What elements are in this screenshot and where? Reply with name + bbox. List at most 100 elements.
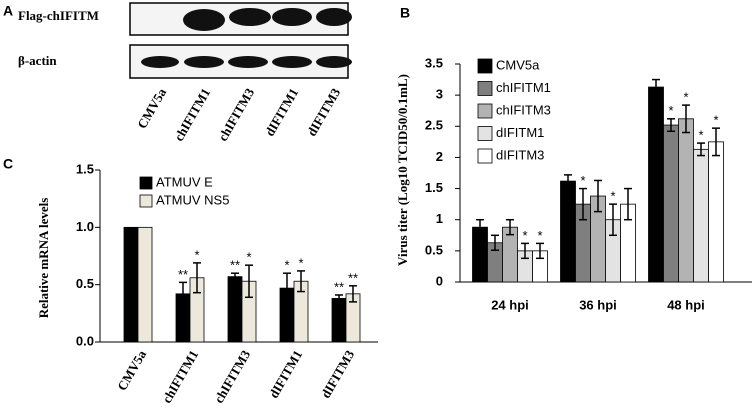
error-bar <box>564 174 572 189</box>
legend-label: dIFITM3 <box>496 147 544 162</box>
legend-swatch <box>139 194 153 208</box>
error-bar <box>506 218 514 236</box>
y-tick-label: 1 <box>436 211 443 226</box>
bar <box>708 141 724 283</box>
band <box>228 56 268 68</box>
band <box>272 8 312 26</box>
x-tick-label: dIFITM3 <box>318 347 358 401</box>
x-tick-label: dIFITM1 <box>266 347 305 400</box>
y-tick-label: 1.5 <box>425 180 443 195</box>
bar <box>123 226 139 343</box>
x-tick-label: chIFITM3 <box>211 347 253 406</box>
x-tick-label: 36 hpi <box>579 297 617 312</box>
bar <box>648 86 664 283</box>
panel-label: B <box>400 5 410 21</box>
significance: * <box>284 258 289 273</box>
band <box>316 8 352 26</box>
error-bar <box>231 272 239 281</box>
row-label: Flag-chIFITM <box>18 8 99 23</box>
x-tick-label: 24 hpi <box>491 297 529 312</box>
lane-label: CMV5a <box>134 85 169 131</box>
lane-label: dIFITM1 <box>262 85 301 138</box>
y-tick-label: 1.5 <box>76 161 94 176</box>
error-bar <box>491 234 499 251</box>
error-bar <box>297 270 305 293</box>
error-bar <box>521 242 529 260</box>
legend-label: CMV5a <box>496 57 540 72</box>
error-bar <box>476 218 484 236</box>
significance: * <box>298 255 303 270</box>
error-bar <box>245 264 253 299</box>
error-bar <box>609 203 617 237</box>
bar <box>227 276 243 343</box>
lane-label: dIFITM3 <box>304 85 344 139</box>
legend-label: chIFITM3 <box>496 102 551 117</box>
error-bar <box>193 262 201 294</box>
significance: ** <box>178 267 188 282</box>
y-tick-label: 2.5 <box>425 118 443 133</box>
significance: * <box>713 113 718 128</box>
error-bar <box>536 242 544 260</box>
lane-label: chIFITM3 <box>215 85 257 144</box>
band <box>141 56 179 68</box>
y-tick-label: 0.5 <box>425 242 443 257</box>
legend-swatch <box>477 81 493 96</box>
legend-swatch <box>477 126 493 141</box>
y-tick-label: 3 <box>436 87 443 102</box>
error-bar <box>697 142 705 157</box>
y-tick-label: 0 <box>436 273 443 288</box>
error-bar <box>624 187 632 221</box>
legend-label: dIFITM1 <box>496 125 544 140</box>
significance: * <box>580 173 585 188</box>
legend-swatch <box>477 103 493 119</box>
y-tick-label: 0.5 <box>76 276 94 291</box>
legend-swatch <box>139 176 153 190</box>
significance: * <box>194 247 199 262</box>
panel-label: C <box>3 156 13 172</box>
band <box>183 9 225 31</box>
legend-swatch <box>477 148 493 164</box>
legend-label: chIFITM1 <box>496 80 551 95</box>
error-bar <box>335 294 343 303</box>
error-bar <box>667 118 675 133</box>
error-bar <box>594 179 602 213</box>
bar <box>560 180 576 283</box>
error-bar <box>179 281 187 307</box>
y-axis-label: Relative mRNA levels <box>36 198 51 319</box>
error-bar <box>712 127 720 157</box>
significance: ** <box>348 270 358 285</box>
bar <box>678 118 694 283</box>
band <box>272 56 312 68</box>
legend-label: ATMUV E <box>156 174 213 189</box>
significance: * <box>246 250 251 265</box>
significance: * <box>668 103 673 118</box>
bar <box>663 124 679 283</box>
blot-bands <box>141 8 352 68</box>
significance: ** <box>230 258 240 273</box>
error-bar <box>283 272 291 304</box>
y-tick-label: 1.0 <box>76 219 94 234</box>
y-tick-label: 3.5 <box>425 55 443 70</box>
x-tick-label: CMV5a <box>114 347 149 393</box>
significance: ** <box>334 279 344 294</box>
significance: * <box>537 228 542 243</box>
error-bar <box>579 187 587 221</box>
legend-swatch <box>477 58 493 74</box>
x-tick-label: 48 hpi <box>667 297 705 312</box>
error-bar <box>652 78 660 96</box>
band <box>229 8 271 26</box>
bar <box>693 148 709 283</box>
panel-label: A <box>3 3 13 19</box>
lane-label: chIFITM1 <box>171 85 213 143</box>
y-tick-label: 2 <box>436 149 443 164</box>
y-tick-label: 0.0 <box>76 333 94 348</box>
error-bar <box>349 285 357 303</box>
x-tick-label: chIFITM1 <box>159 347 201 405</box>
band <box>316 56 352 68</box>
bar <box>331 298 347 343</box>
error-bar <box>682 104 690 134</box>
significance: * <box>683 90 688 105</box>
legend-label: ATMUV NS5 <box>156 192 229 207</box>
